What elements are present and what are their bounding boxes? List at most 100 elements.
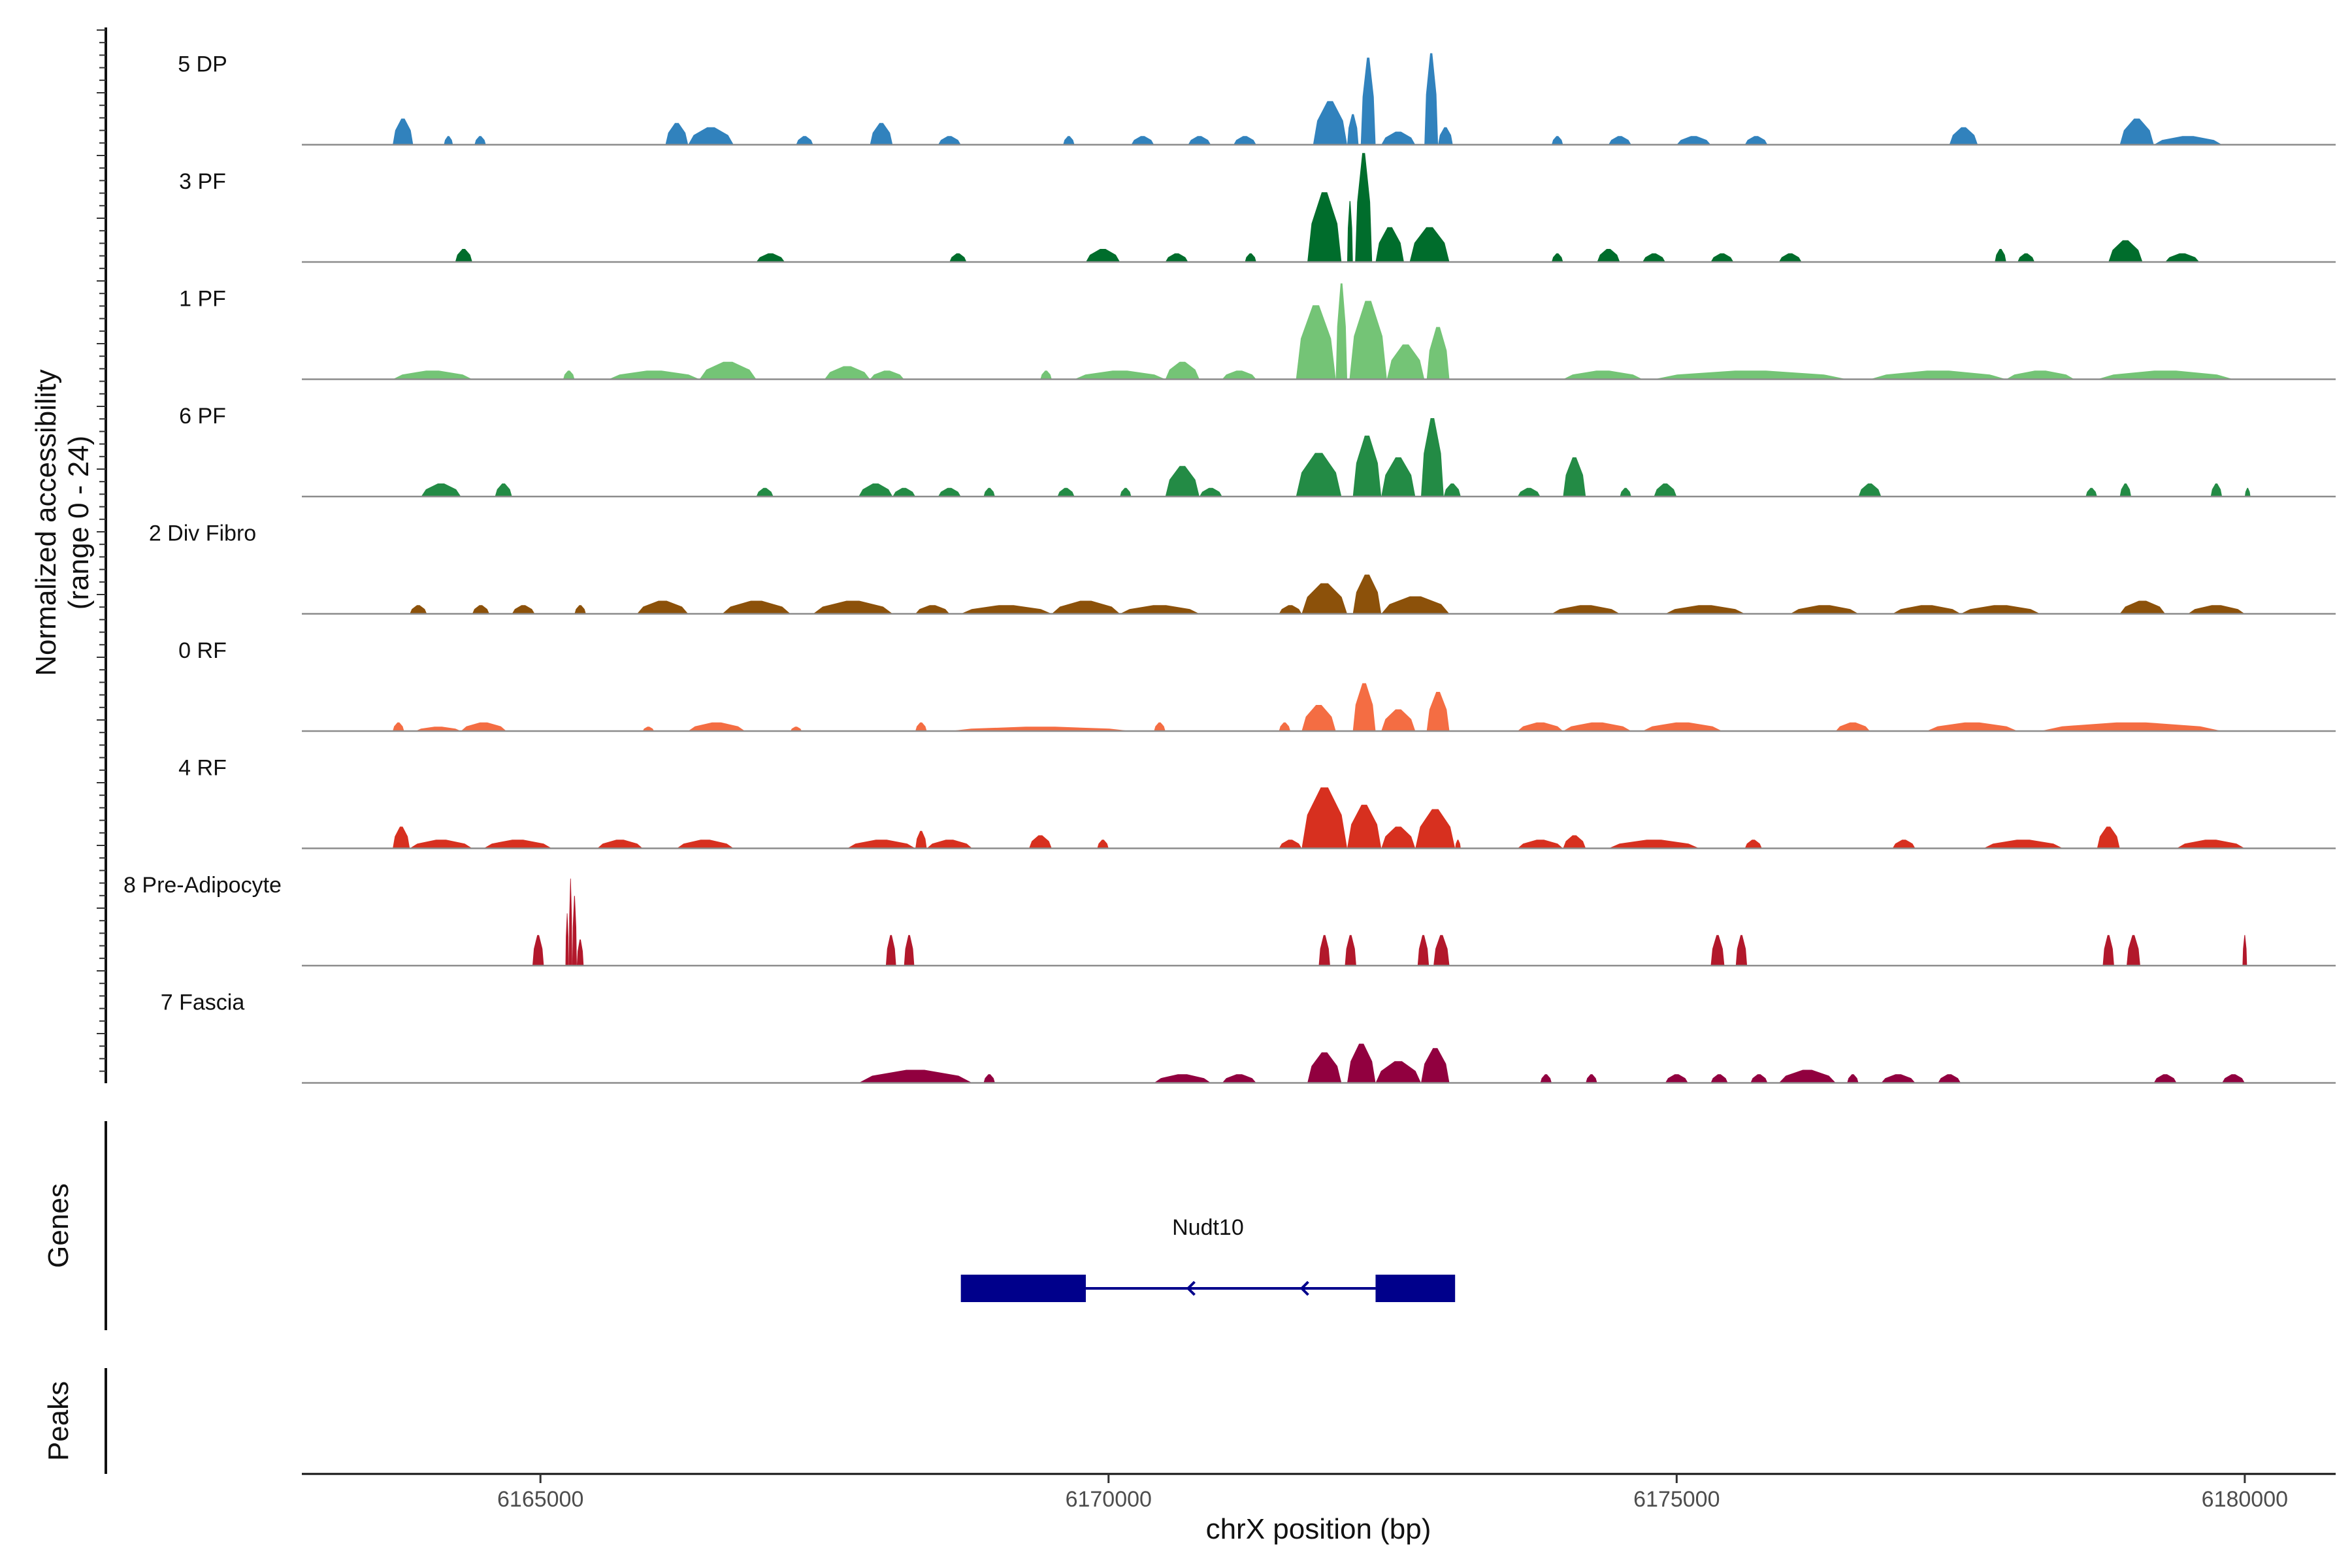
coverage-peak [904,935,915,966]
coverage-peak [796,136,813,145]
coverage-peak [1926,722,2018,731]
coverage-peak [1355,153,1373,262]
coverage-peak [1665,1074,1688,1083]
coverage-peak [2017,253,2035,262]
coverage-peak [1318,935,1330,966]
coverage-peak [2006,370,2074,380]
coverage-peak [1040,370,1052,380]
track-7: 4 RF [178,756,2336,849]
coverage-peak [393,722,404,731]
coverage-peak [1421,1048,1450,1083]
track-label: 6 PF [179,404,226,429]
coverage-peak [915,722,927,731]
coverage-peak [1086,249,1120,262]
coverage-peak [1665,605,1745,614]
coverage-peak [1552,136,1563,145]
coverage-peak [1778,1070,1836,1083]
gene-exon [960,1275,1086,1302]
coverage-peak [915,830,927,849]
coverage-peak [1307,192,1342,262]
coverage-peak [1222,1074,1256,1083]
x-tick-label: 6170000 [1066,1487,1152,1512]
coverage-peak [2153,1074,2177,1083]
coverage-peak [2176,840,2245,849]
track-label: 5 DP [178,52,227,77]
track-9: 7 Fascia [161,990,2336,1084]
x-axis-ticks: 6165000 6170000 6175000 6180000 [497,1474,2288,1512]
coverage-peak [885,935,896,966]
coverage-peak [444,136,453,145]
coverage-peak [1710,935,1725,966]
coverage-peak [576,939,584,966]
coverage-peak [892,487,916,497]
track-4: 6 PF [179,404,2336,498]
coverage-peak [472,605,489,614]
coverage-peak [1381,457,1416,497]
x-tick-label: 6175000 [1633,1487,1720,1512]
track-3: 1 PF [179,283,2336,380]
coverage-peak [1381,131,1416,145]
coverage-peak [825,366,870,380]
coverage-peak [1443,483,1461,497]
coverage-peak [870,370,904,380]
coverage-peak [699,361,757,380]
coverage-peak [1995,249,2006,262]
track-6: 0 RF [178,638,2336,732]
coverage-peak [1586,1074,1597,1083]
track-2: 3 PF [179,153,2336,263]
coverage-peak [1870,370,2006,380]
coverage-peak [1563,457,1586,497]
coverage-peak [949,727,1132,731]
coverage-peak [1051,600,1120,614]
track-label: 0 RF [178,638,227,663]
coverage-peak [1983,840,2063,849]
coverage-peak [1858,483,1882,497]
x-axis-title: chrX position (bp) [1206,1513,1431,1545]
coverage-peak [938,487,961,497]
coverage-peak [1245,253,1256,262]
coverage-peak [1563,722,1631,731]
coverage-peak [1750,1074,1768,1083]
coverage-peak [1438,127,1453,145]
coverage-peak [1301,583,1347,614]
coverage-peak [1307,1052,1342,1083]
coverage-peak [1949,127,1978,145]
coverage-peak [665,123,689,145]
coverage-peak [870,123,893,145]
coverage-peak [813,600,893,614]
coverage-peak [1654,483,1677,497]
coverage-peak [2222,1074,2245,1083]
coverage-peak [1360,57,1376,145]
coverage-peak [2102,935,2114,966]
coverage-peak [1892,840,1916,849]
coverage-peak [1347,201,1353,262]
coverage-peak [1421,418,1444,497]
coverage-peak [1881,1074,1916,1083]
coverage-peak [1710,253,1734,262]
coverage-peak [1301,787,1347,849]
coverage-peak [1426,327,1450,380]
coverage-peak [495,483,512,497]
coverage-peak [915,605,950,614]
coverage-peak [847,840,916,849]
track-label: 3 PF [179,169,226,194]
coverage-peak [1710,1074,1728,1083]
coverage-peak [676,840,734,849]
coverage-peak [1778,253,1802,262]
coverage-peak [1642,722,1722,731]
coverage-peak [1188,136,1211,145]
coverage-peak [1347,114,1359,145]
coverage-peak [2119,483,2131,497]
coverage-peak [1349,301,1387,380]
coverage-peak [1540,1074,1552,1083]
coverage-peak [1642,253,1665,262]
coverage-peak [1165,466,1200,497]
coverage-peak [2108,240,2143,262]
coverage-peak [938,136,961,145]
coverage-peak [572,896,577,966]
coverage-peak [1455,840,1461,849]
coverage-peak [2097,370,2234,380]
coverage-peak [1609,136,1631,145]
gene-exon [1375,1275,1456,1302]
